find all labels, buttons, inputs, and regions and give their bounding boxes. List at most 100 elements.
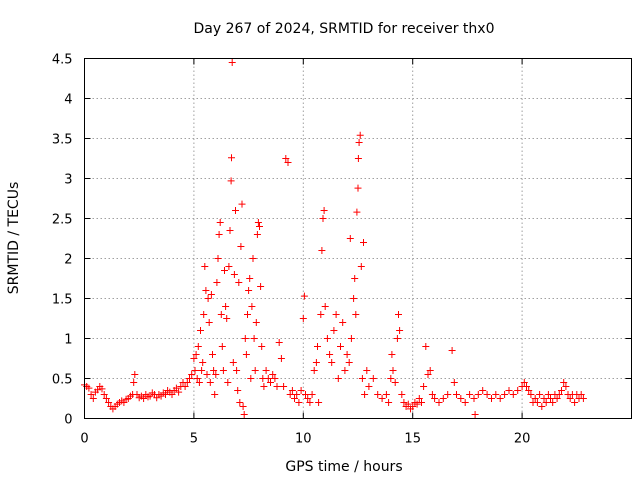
- data-point: [355, 139, 363, 146]
- x-axis-label: GPS time / hours: [285, 459, 402, 475]
- data-point: [369, 375, 377, 382]
- data-point: [267, 379, 274, 386]
- data-point: [496, 395, 504, 402]
- data-point: [308, 391, 316, 398]
- data-point: [420, 383, 428, 390]
- data-point: [549, 399, 557, 406]
- data-point: [175, 388, 183, 396]
- data-point: [389, 367, 397, 374]
- data-point: [232, 207, 239, 214]
- data-point: [162, 391, 169, 398]
- data-point: [233, 367, 241, 374]
- data-point: [193, 375, 201, 382]
- data-point: [229, 359, 237, 366]
- data-point: [393, 335, 401, 342]
- data-point: [201, 263, 209, 270]
- data-point: [100, 391, 108, 398]
- x-tick-label: 0: [80, 432, 88, 447]
- data-point: [186, 375, 193, 382]
- data-point: [295, 399, 303, 406]
- data-point: [356, 131, 364, 139]
- data-point: [205, 319, 213, 326]
- data-point: [273, 383, 281, 390]
- data-point: [251, 367, 259, 374]
- data-point: [533, 399, 541, 406]
- data-point: [409, 403, 417, 410]
- tick-labels: 0 0.5 1 1.5 2 2.5 3 3.5 4 4.5 0 5 10 15 20: [52, 53, 531, 447]
- data-point: [131, 371, 139, 378]
- data-point: [238, 200, 246, 208]
- data-point: [197, 327, 204, 334]
- data-point: [248, 303, 256, 310]
- data-point: [85, 384, 93, 392]
- data-point: [217, 311, 225, 318]
- data-point: [200, 311, 208, 318]
- data-point: [365, 383, 373, 390]
- data-point: [130, 379, 138, 386]
- data-point: [223, 315, 231, 322]
- data-point: [257, 283, 265, 290]
- data-point: [314, 343, 321, 350]
- data-point: [240, 411, 248, 418]
- data-point: [226, 227, 234, 234]
- data-point: [553, 395, 561, 402]
- data-point: [547, 395, 554, 402]
- data-point: [542, 399, 550, 406]
- data-point: [435, 399, 443, 406]
- y-tick-label: 0: [64, 413, 72, 428]
- data-point: [536, 391, 544, 398]
- data-point: [346, 235, 354, 242]
- data-point: [191, 367, 199, 374]
- data-point: [387, 375, 395, 382]
- data-point: [396, 327, 404, 334]
- data-point: [439, 395, 447, 402]
- data-point: [190, 355, 198, 362]
- y-tick-label: 4.5: [52, 53, 73, 68]
- data-point: [566, 395, 574, 402]
- data-point: [538, 403, 546, 410]
- data-point: [353, 208, 361, 216]
- data-point: [332, 311, 340, 318]
- data-point: [262, 367, 270, 374]
- data-point: [395, 311, 402, 318]
- data-point: [492, 391, 500, 398]
- x-tick-label: 10: [295, 432, 312, 447]
- data-point: [280, 383, 288, 390]
- data-point: [448, 347, 456, 354]
- data-point: [400, 399, 408, 406]
- data-point: [339, 319, 347, 326]
- data-point: [236, 399, 244, 406]
- data-point: [360, 239, 367, 246]
- data-point: [194, 343, 202, 350]
- data-point: [431, 395, 439, 402]
- data-point: [207, 291, 215, 298]
- data-point: [218, 343, 226, 350]
- data-point: [242, 351, 250, 358]
- data-point: [385, 399, 393, 406]
- y-tick-label: 1: [64, 333, 72, 348]
- data-point: [317, 311, 325, 318]
- data-point: [306, 399, 314, 406]
- data-point: [422, 343, 430, 350]
- data-point: [246, 275, 254, 282]
- data-point: [310, 367, 318, 374]
- y-tick-label: 3.5: [52, 133, 73, 148]
- data-point: [228, 154, 235, 162]
- data-point: [334, 375, 342, 382]
- grid-lines: [84, 58, 632, 419]
- data-point: [181, 383, 189, 390]
- data-point: [230, 271, 238, 278]
- data-point: [288, 387, 296, 394]
- data-point: [320, 207, 328, 214]
- data-point: [89, 395, 97, 402]
- data-point: [319, 215, 327, 222]
- data-point: [363, 367, 371, 374]
- data-point: [188, 371, 196, 378]
- data-point: [210, 367, 218, 374]
- data-point: [192, 351, 200, 358]
- data-point: [330, 327, 338, 334]
- data-point: [343, 351, 351, 358]
- data-point: [221, 267, 228, 274]
- data-point: [350, 295, 358, 302]
